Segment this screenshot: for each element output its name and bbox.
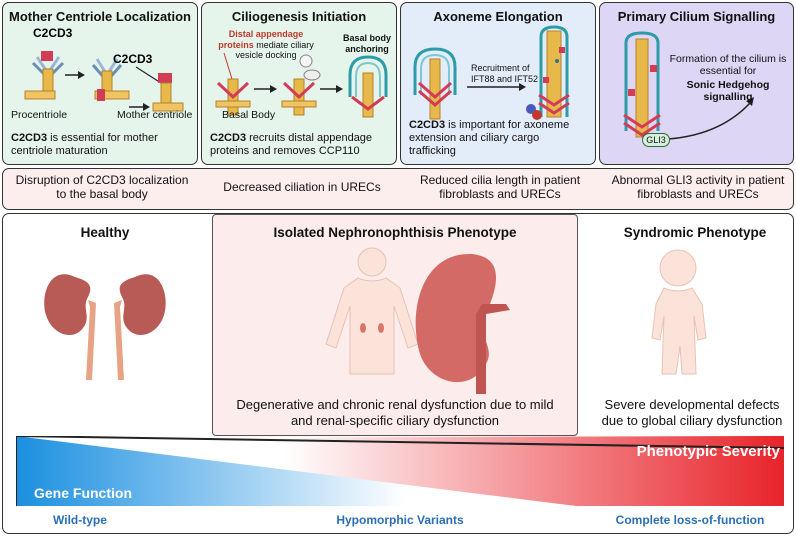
healthy-title: Healthy (80, 225, 130, 240)
variant-wild-type: Wild-type (53, 513, 107, 527)
cilium-signalling-illustration (623, 31, 754, 140)
formation-text: Formation of the cilium is essential for (669, 53, 787, 77)
panel-title: Axoneme Elongation (433, 9, 563, 24)
function-severity-gradient (16, 436, 784, 506)
phenotypic-severity-label: Phenotypic Severity (636, 443, 780, 460)
gli3-badge: GLI3 (642, 133, 670, 147)
panel-caption: C2CD3 is essential for mother centriole … (11, 132, 158, 157)
distal-appendage-label: Distal appendage proteins mediate ciliar… (218, 29, 314, 60)
sonic-hedgehog-text: Sonic Hedgehog signalling (686, 79, 770, 103)
c2cd3-label-a: C2CD3 (33, 26, 73, 40)
panel-mother-centriole: Mother Centriole Localization C2CD3 C2CD… (2, 2, 198, 165)
mother-centriole-label: Mother centriole (117, 109, 193, 121)
isolated-description: Degenerative and chronic renal dysfuncti… (236, 397, 554, 428)
panel-caption: C2CD3 is important for axoneme extension… (409, 119, 570, 157)
basal-body-label: Basal Body (222, 109, 276, 121)
child-figure-icon (651, 249, 707, 375)
procentriole-label: Procentriole (11, 109, 68, 121)
panel-ciliogenesis: Ciliogenesis Initiation Distal appendage… (201, 2, 397, 165)
isolated-title: Isolated Nephronophthisis Phenotype (273, 225, 517, 240)
basal-body-anchoring-label: Basal body anchoring (342, 33, 391, 54)
c2cd3-label-b: C2CD3 (113, 52, 153, 66)
panel-caption: C2CD3 recruits distal appendage proteins… (210, 132, 373, 157)
defects-row: Disruption of C2CD3 localization to the … (2, 168, 794, 210)
isolated-box (212, 214, 578, 436)
variant-hypomorphic: Hypomorphic Variants (336, 513, 464, 527)
panel-title: Primary Cilium Signalling (617, 9, 776, 24)
syndromic-description: Severe developmental defects due to glob… (601, 397, 783, 428)
defect-item: Decreased ciliation in URECs (223, 180, 381, 194)
defect-item: Abnormal GLI3 activity in patient fibrob… (611, 173, 785, 201)
ciliogenesis-illustration (215, 52, 388, 118)
panel-title: Ciliogenesis Initiation (231, 9, 367, 24)
syndromic-title: Syndromic Phenotype (623, 225, 767, 240)
panel-signalling: Primary Cilium Signalling GLI3 Formation… (599, 2, 794, 165)
panel-axoneme: Axoneme Elongation Recruitment of IFT88 … (400, 2, 596, 165)
defect-item: Disruption of C2CD3 localization to the … (15, 173, 189, 201)
axoneme-illustration (413, 25, 570, 120)
gene-function-label: Gene Function (34, 485, 132, 501)
healthy-kidneys-icon (44, 274, 166, 380)
panel-title: Mother Centriole Localization (8, 9, 191, 24)
centriole-illustration: C2CD3 C2CD3 (24, 26, 184, 112)
defect-item: Reduced cilia length in patient fibrobla… (419, 173, 581, 201)
recruitment-label: Recruitment of IFT88 and IFT52 (471, 63, 539, 84)
variant-complete-loss: Complete loss-of-function (615, 513, 765, 527)
renal-illustration (325, 247, 510, 394)
